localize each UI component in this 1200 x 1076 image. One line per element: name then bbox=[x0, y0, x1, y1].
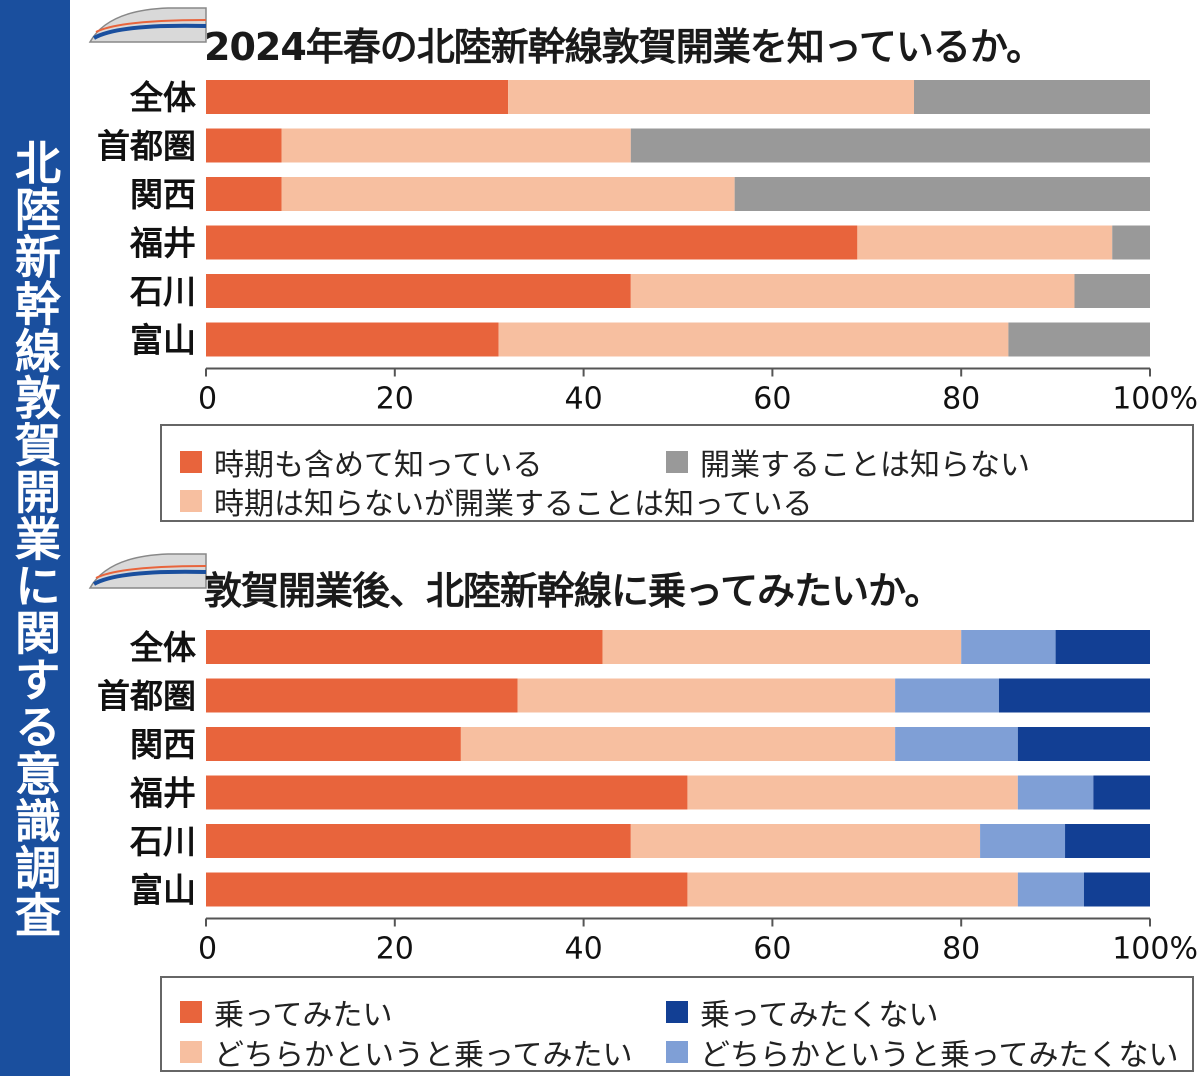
x-tick-label: 60 bbox=[753, 382, 791, 417]
x-tick-label: 40 bbox=[565, 932, 603, 967]
x-tick-label: 100% bbox=[1112, 932, 1198, 967]
bar-segment bbox=[630, 128, 1150, 163]
legend-label: 乗ってみたい bbox=[214, 998, 393, 1033]
chart2-legend: 乗ってみたい 乗ってみたくない どちらかというと乗ってみたい どちらかというと乗… bbox=[160, 976, 1194, 1074]
bar-segment bbox=[206, 872, 688, 907]
category-label: 全体 bbox=[129, 628, 196, 667]
bar-segment bbox=[206, 274, 631, 308]
category-label: 石川 bbox=[129, 822, 196, 861]
legend-swatch bbox=[180, 1001, 202, 1023]
category-label: 石川 bbox=[129, 272, 196, 311]
bar-segment bbox=[914, 80, 1150, 114]
chart1-title: 2024年春の北陸新幹線敦賀開業を知っているか。 bbox=[204, 25, 1044, 69]
legend-label: どちらかというと乗ってみたい bbox=[214, 1038, 633, 1073]
x-tick-label: 100% bbox=[1112, 382, 1198, 417]
bar-segment bbox=[206, 775, 688, 810]
bar-segment bbox=[498, 322, 1009, 357]
train-icon bbox=[88, 553, 207, 589]
bar-segment bbox=[517, 678, 896, 713]
bar-segment bbox=[206, 322, 499, 357]
bar-segment bbox=[508, 80, 914, 114]
x-tick-label: 0 bbox=[198, 382, 217, 417]
category-label: 福井 bbox=[129, 224, 196, 263]
x-tick-label: 80 bbox=[942, 932, 980, 967]
bar-segment bbox=[895, 678, 999, 713]
category-label: 富山 bbox=[130, 871, 196, 910]
category-label: 福井 bbox=[129, 774, 196, 813]
bar-segment bbox=[281, 128, 631, 163]
bar-segment bbox=[1017, 727, 1150, 761]
x-tick-label: 20 bbox=[376, 382, 414, 417]
bar-segment bbox=[857, 225, 1113, 260]
x-tick-label: 40 bbox=[565, 382, 603, 417]
train-icon bbox=[88, 7, 207, 43]
bar-segment bbox=[206, 177, 282, 211]
legend-item: 乗ってみたくない bbox=[666, 990, 939, 1034]
legend-swatch bbox=[666, 1001, 688, 1023]
bar-segment bbox=[1055, 630, 1150, 664]
chart1-legend: 時期も含めて知っている 開業することは知らない 時期は知らないが開業することは知… bbox=[160, 424, 1194, 522]
x-tick-label: 60 bbox=[753, 932, 791, 967]
bar-segment bbox=[206, 727, 461, 761]
bar-segment bbox=[602, 630, 962, 664]
bar-segment bbox=[1083, 872, 1150, 907]
bar-segment bbox=[687, 872, 1018, 907]
bar-segment bbox=[980, 824, 1066, 858]
legend-label: 時期は知らないが開業することは知っている bbox=[214, 487, 813, 522]
legend-item: 乗ってみたい bbox=[180, 990, 393, 1034]
legend-swatch bbox=[666, 451, 688, 473]
bar-segment bbox=[1017, 872, 1084, 907]
legend-item: 時期は知らないが開業することは知っている bbox=[180, 479, 813, 523]
side-title-banner: 北陸新幹線敦賀開業に関する意識調査 bbox=[0, 0, 70, 1076]
category-label: 全体 bbox=[129, 78, 196, 117]
category-label: 首都圏 bbox=[97, 127, 196, 166]
chart2-title: 敦賀開業後、北陸新幹線に乗ってみたいか。 bbox=[204, 569, 942, 613]
legend-label: 乗ってみたくない bbox=[700, 998, 939, 1033]
bar-segment bbox=[206, 80, 509, 114]
x-tick-label: 80 bbox=[942, 382, 980, 417]
legend-swatch bbox=[666, 1041, 688, 1063]
legend-label: どちらかというと乗ってみたくない bbox=[700, 1038, 1179, 1073]
category-label: 首都圏 bbox=[97, 677, 196, 716]
side-title-text: 北陸新幹線敦賀開業に関する意識調査 bbox=[8, 138, 62, 938]
legend-label: 開業することは知らない bbox=[700, 448, 1030, 483]
bar-segment bbox=[281, 177, 735, 211]
legend-item: どちらかというと乗ってみたくない bbox=[666, 1030, 1179, 1074]
bar-segment bbox=[1112, 225, 1150, 260]
x-tick-label: 20 bbox=[376, 932, 414, 967]
legend-item: どちらかというと乗ってみたい bbox=[180, 1030, 633, 1074]
bar-segment bbox=[460, 727, 896, 761]
bar-segment bbox=[1008, 322, 1150, 357]
legend-label: 時期も含めて知っている bbox=[214, 448, 543, 483]
bar-segment bbox=[961, 630, 1056, 664]
bar-segment bbox=[895, 727, 1018, 761]
bar-segment bbox=[1017, 775, 1094, 810]
bar-segment bbox=[206, 678, 518, 713]
category-label: 富山 bbox=[130, 321, 196, 360]
legend-item: 開業することは知らない bbox=[666, 440, 1030, 484]
bar-segment bbox=[630, 274, 1075, 308]
bar-segment bbox=[206, 128, 282, 163]
bar-segment bbox=[734, 177, 1150, 211]
bar-segment bbox=[687, 775, 1018, 810]
bar-segment bbox=[1074, 274, 1150, 308]
bar-segment bbox=[998, 678, 1150, 713]
x-tick-label: 0 bbox=[198, 932, 217, 967]
category-label: 関西 bbox=[130, 175, 196, 214]
bar-segment bbox=[1065, 824, 1150, 858]
legend-item: 時期も含めて知っている bbox=[180, 440, 543, 484]
bar-segment bbox=[206, 824, 631, 858]
bar-segment bbox=[630, 824, 981, 858]
legend-swatch bbox=[180, 451, 202, 473]
category-label: 関西 bbox=[130, 725, 196, 764]
bar-segment bbox=[206, 630, 603, 664]
legend-swatch bbox=[180, 1041, 202, 1063]
legend-swatch bbox=[180, 490, 202, 512]
bar-segment bbox=[206, 225, 858, 260]
bar-segment bbox=[1093, 775, 1150, 810]
